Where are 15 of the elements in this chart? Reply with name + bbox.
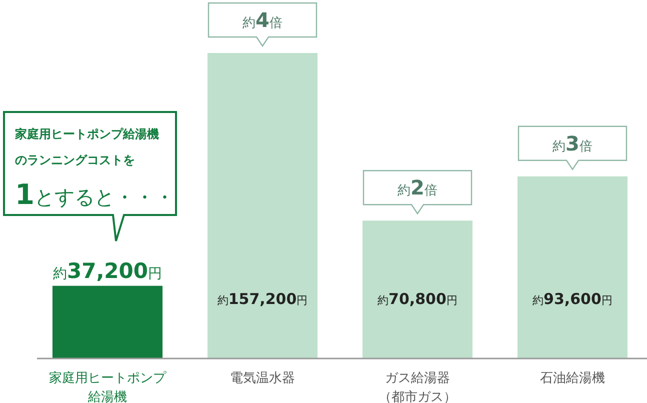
x-tick-label: ガス給湯器（都市ガス） bbox=[378, 371, 456, 403]
annotation: 約4倍 bbox=[242, 8, 282, 32]
bar bbox=[517, 176, 628, 358]
annotation: 約3倍 bbox=[552, 131, 592, 156]
bar bbox=[52, 286, 163, 358]
x-tick-label: 電気温水器 bbox=[230, 371, 295, 386]
data-label: 約93,600円 bbox=[532, 290, 612, 308]
data-label: 約157,200円 bbox=[217, 290, 308, 308]
x-tick-label: 家庭用ヒートポンプ給湯機 bbox=[49, 370, 167, 403]
data-label: 約70,800円 bbox=[378, 290, 458, 308]
bar bbox=[207, 53, 318, 358]
data-label: 約37,200円 bbox=[52, 258, 162, 283]
annotation: 約2倍 bbox=[398, 176, 438, 200]
bar bbox=[362, 220, 473, 358]
x-tick-label: 石油給湯機 bbox=[540, 371, 605, 386]
